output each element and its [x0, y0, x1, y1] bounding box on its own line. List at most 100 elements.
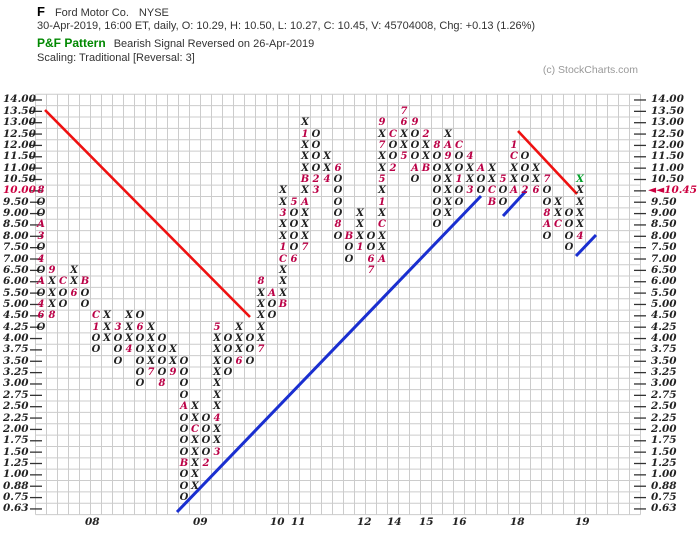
pnf-cell: O — [91, 344, 101, 356]
pnf-cell: O — [179, 492, 189, 504]
pnf-cell: O — [410, 174, 420, 185]
pnf-cell: X — [378, 162, 386, 174]
pnf-cell: X — [323, 151, 331, 163]
pnf-cell: O — [113, 333, 123, 345]
price-label-left: 2.00 — [3, 422, 29, 435]
price-label-right: 5.00 — [651, 297, 677, 310]
pnf-cell: X — [213, 401, 221, 413]
month-marker-cell: 2 — [521, 185, 529, 197]
pnf-cell: X — [301, 219, 309, 231]
year-label: 18 — [510, 516, 525, 528]
month-marker-cell: 9 — [411, 117, 419, 129]
month-marker-cell: 1 — [510, 139, 518, 151]
pattern-signal-text: Bearish Signal Reversed on 26-Apr-2019 — [113, 38, 315, 50]
pnf-cell: O — [179, 355, 189, 367]
price-label-right: 12.00 — [651, 138, 684, 151]
pnf-cell: X — [213, 367, 221, 379]
month-marker-cell: 1 — [455, 174, 463, 185]
price-label-right: 4.25 — [651, 320, 677, 333]
pnf-cell: O — [410, 139, 420, 151]
month-marker-cell: 4 — [125, 344, 133, 356]
pnf-cell: O — [333, 185, 343, 197]
month-marker-cell: B — [80, 276, 90, 288]
pnf-cell: O — [58, 287, 68, 299]
pnf-cell: X — [213, 389, 221, 401]
price-label-left: 2.75 — [3, 388, 29, 401]
pnf-cell: X — [422, 139, 430, 151]
pnf-cell: O — [36, 321, 46, 333]
month-marker-cell: 6 — [37, 310, 45, 322]
pnf-cell: X — [400, 139, 408, 151]
price-label-right: 3.00 — [651, 377, 677, 390]
pnf-cell: O — [311, 162, 321, 174]
pnf-cell: O — [36, 287, 46, 299]
pnf-cell: X — [70, 276, 78, 288]
month-marker-cell: 6 — [334, 162, 342, 174]
pnf-cell: X — [125, 310, 133, 322]
pnf-cell: O — [80, 287, 90, 299]
pnf-cell: O — [498, 196, 508, 208]
price-label-left: 13.50 — [3, 104, 36, 117]
price-label-right: 12.50 — [651, 127, 684, 140]
price-label-left: 0.88 — [3, 479, 29, 492]
pnf-cell: X — [444, 128, 452, 140]
month-marker-cell: B — [300, 174, 310, 185]
year-label: 14 — [387, 516, 402, 528]
month-marker-cell: 3 — [213, 446, 221, 458]
pnf-cell: O — [476, 174, 486, 185]
month-marker-cell: 9 — [444, 151, 452, 163]
month-marker-cell: 6 — [367, 253, 375, 265]
pnf-cell: O — [113, 344, 123, 356]
pnf-cell: O — [432, 196, 442, 208]
pnf-cell: O — [432, 162, 442, 174]
pnf-cell: X — [444, 174, 452, 185]
pnf-cell: O — [36, 208, 46, 220]
pnf-cell: X — [279, 264, 287, 276]
price-label-right: 6.50 — [651, 263, 677, 276]
price-label-left: 4.25 — [3, 320, 29, 333]
price-label-right: 2.50 — [651, 400, 677, 413]
pnf-cell: O — [311, 128, 321, 140]
pnf-cell: O — [245, 355, 255, 367]
pnf-cell: O — [432, 219, 442, 231]
month-marker-cell: 1 — [279, 242, 287, 254]
price-label-left: 3.25 — [3, 366, 29, 379]
pnf-cell: X — [378, 208, 386, 220]
month-marker-cell: 8 — [158, 378, 166, 390]
pnf-cell: X — [466, 174, 474, 185]
exchange-label: NYSE — [138, 7, 169, 19]
pnf-cell: O — [311, 139, 321, 151]
pnf-cell: O — [201, 412, 211, 424]
pnf-cell: X — [510, 174, 518, 185]
year-label: 10 — [270, 516, 285, 528]
pnf-cell: O — [179, 469, 189, 481]
year-label: 15 — [419, 516, 434, 528]
pnf-cell: X — [400, 128, 408, 140]
pnf-cell: O — [454, 162, 464, 174]
pnf-cell: X — [279, 287, 287, 299]
latest-green-x-cell: X — [576, 174, 584, 185]
pnf-cell: O — [36, 264, 46, 276]
pnf-cell: O — [157, 333, 167, 345]
month-marker-cell: A — [180, 401, 188, 413]
price-label-right: 0.63 — [651, 502, 677, 515]
month-marker-cell: 5 — [499, 174, 507, 185]
price-label-right: 2.25 — [651, 411, 677, 424]
pnf-cell: X — [213, 378, 221, 390]
pnf-cell: O — [432, 174, 442, 185]
month-marker-cell: C — [191, 423, 199, 435]
price-label-right: 4.00 — [651, 332, 677, 345]
month-marker-cell: 9 — [378, 117, 386, 129]
month-marker-cell: C — [378, 219, 386, 231]
pnf-cell: X — [378, 151, 386, 163]
pnf-cell: O — [542, 185, 552, 197]
pnf-cell: O — [289, 230, 299, 242]
price-label-left: 12.50 — [3, 127, 36, 140]
pnf-cell: O — [432, 208, 442, 220]
year-label: 19 — [575, 516, 590, 528]
pnf-cell: X — [125, 321, 133, 333]
price-label-left: 10.50 — [3, 173, 36, 185]
month-marker-cell: C — [389, 128, 397, 140]
